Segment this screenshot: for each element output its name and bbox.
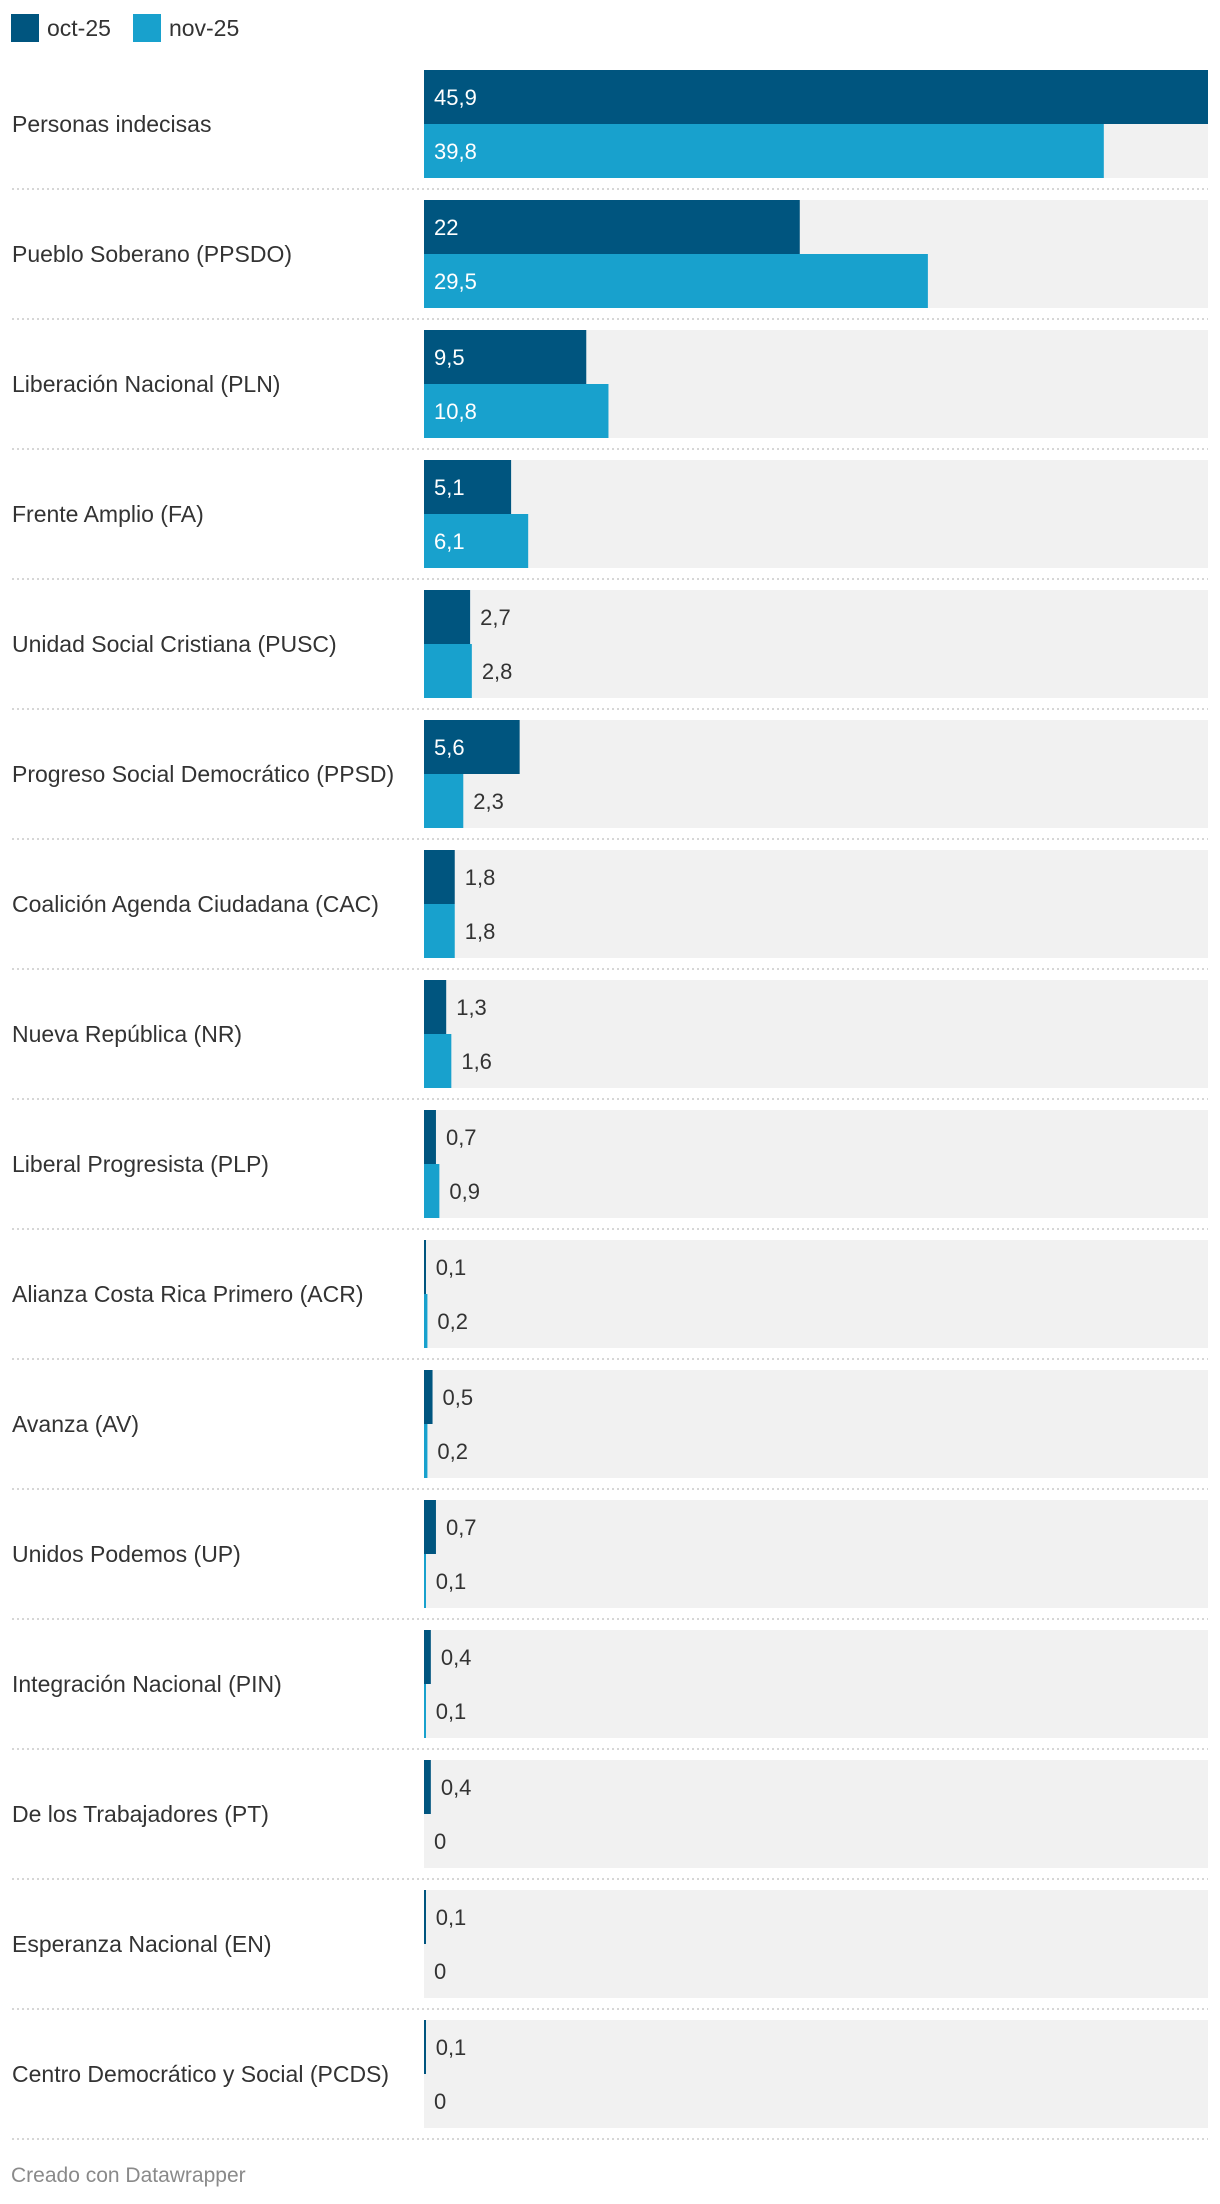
value-label-nov-25-liberacion-nacional-pln: 10,8 <box>434 399 477 424</box>
value-label-oct-25-integracion-nacional-pin: 0,4 <box>441 1645 472 1670</box>
bar-track-frente-amplio-fa <box>424 460 1208 568</box>
bar-oct-25-personas-indecisas <box>424 70 1208 124</box>
value-label-nov-25-frente-amplio-fa: 6,1 <box>434 529 465 554</box>
bar-oct-25-coalicion-agenda-ciudadana-cac <box>424 850 455 904</box>
category-label-personas-indecisas: Personas indecisas <box>12 111 211 137</box>
category-label-frente-amplio-fa: Frente Amplio (FA) <box>12 501 204 527</box>
bar-track-nueva-republica-nr <box>424 980 1208 1088</box>
bar-oct-25-integracion-nacional-pin <box>424 1630 431 1684</box>
value-label-nov-25-alianza-costa-rica-primero-acr: 0,2 <box>437 1309 468 1334</box>
category-label-unidad-social-cristiana-pusc: Unidad Social Cristiana (PUSC) <box>12 631 337 657</box>
value-label-nov-25-unidos-podemos-up: 0,1 <box>436 1569 467 1594</box>
bar-oct-25-esperanza-nacional-en <box>424 1890 426 1944</box>
footer-credit: Creado con Datawrapper <box>11 2164 246 2187</box>
bar-track-liberal-progresista-plp <box>424 1110 1208 1218</box>
value-label-oct-25-de-los-trabajadores-pt: 0,4 <box>441 1775 472 1800</box>
bar-nov-25-frente-amplio-fa <box>424 514 529 568</box>
legend-label-oct-25: oct-25 <box>47 14 111 41</box>
bar-track-alianza-costa-rica-primero-acr <box>424 1240 1208 1348</box>
category-label-coalicion-agenda-ciudadana-cac: Coalición Agenda Ciudadana (CAC) <box>12 891 379 917</box>
value-label-oct-25-liberal-progresista-plp: 0,7 <box>446 1125 477 1150</box>
bar-oct-25-centro-democratico-y-social-pcds <box>424 2020 426 2074</box>
bar-track-avanza-av <box>424 1370 1208 1478</box>
category-label-liberacion-nacional-pln: Liberación Nacional (PLN) <box>12 371 280 397</box>
bar-oct-25-de-los-trabajadores-pt <box>424 1760 431 1814</box>
bar-track-integracion-nacional-pin <box>424 1630 1208 1738</box>
value-label-oct-25-centro-democratico-y-social-pcds: 0,1 <box>436 2035 467 2060</box>
bar-oct-25-progreso-social-democratico-ppsd <box>424 720 520 774</box>
value-label-nov-25-personas-indecisas: 39,8 <box>434 139 477 164</box>
category-label-nueva-republica-nr: Nueva República (NR) <box>12 1021 242 1047</box>
value-label-nov-25-coalicion-agenda-ciudadana-cac: 1,8 <box>465 919 496 944</box>
bar-track-unidad-social-cristiana-pusc <box>424 590 1208 698</box>
bar-nov-25-nueva-republica-nr <box>424 1034 452 1088</box>
bar-track-centro-democratico-y-social-pcds <box>424 2020 1208 2128</box>
bar-chart: Personas indecisas 45,9 39,8 Pueblo Soberan… <box>12 70 1208 2140</box>
value-label-oct-25-avanza-av: 0,5 <box>443 1385 474 1410</box>
bar-nov-25-unidad-social-cristiana-pusc <box>424 644 472 698</box>
bar-nov-25-unidos-podemos-up <box>424 1554 426 1608</box>
legend-label-nov-25: nov-25 <box>168 14 240 41</box>
value-label-oct-25-nueva-republica-nr: 1,3 <box>456 995 487 1020</box>
bar-track-unidos-podemos-up <box>424 1500 1208 1608</box>
value-label-nov-25-pueblo-soberano-ppsdo: 29,5 <box>434 269 477 294</box>
bar-track-progreso-social-democratico-ppsd <box>424 720 1208 828</box>
category-label-esperanza-nacional-en: Esperanza Nacional (EN) <box>12 1931 272 1957</box>
category-label-integracion-nacional-pin: Integración Nacional (PIN) <box>12 1671 282 1697</box>
value-label-oct-25-pueblo-soberano-ppsdo: 22 <box>434 215 458 240</box>
category-label-pueblo-soberano-ppsdo: Pueblo Soberano (PPSDO) <box>12 241 292 267</box>
legend-swatch-oct-25 <box>11 14 39 42</box>
bar-oct-25-liberacion-nacional-pln <box>424 330 587 384</box>
legend-item-oct-25: oct-25 <box>11 14 111 42</box>
bar-nov-25-personas-indecisas <box>424 124 1104 178</box>
value-label-nov-25-centro-democratico-y-social-pcds: 0 <box>434 2089 446 2114</box>
category-label-alianza-costa-rica-primero-acr: Alianza Costa Rica Primero (ACR) <box>12 1281 363 1307</box>
chart-legend: oct-25 nov-25 <box>11 13 239 43</box>
bar-nov-25-integracion-nacional-pin <box>424 1684 426 1738</box>
category-label-avanza-av: Avanza (AV) <box>12 1411 139 1437</box>
bar-oct-25-avanza-av <box>424 1370 433 1424</box>
value-label-nov-25-de-los-trabajadores-pt: 0 <box>434 1829 446 1854</box>
bar-track-de-los-trabajadores-pt <box>424 1760 1208 1868</box>
value-label-oct-25-unidos-podemos-up: 0,7 <box>446 1515 477 1540</box>
category-label-de-los-trabajadores-pt: De los Trabajadores (PT) <box>12 1801 269 1827</box>
value-label-oct-25-coalicion-agenda-ciudadana-cac: 1,8 <box>465 865 496 890</box>
value-label-nov-25-nueva-republica-nr: 1,6 <box>461 1049 492 1074</box>
bar-nov-25-avanza-av <box>424 1424 428 1478</box>
bar-oct-25-unidos-podemos-up <box>424 1500 436 1554</box>
category-label-unidos-podemos-up: Unidos Podemos (UP) <box>12 1541 241 1567</box>
bar-oct-25-alianza-costa-rica-primero-acr <box>424 1240 426 1294</box>
category-label-centro-democratico-y-social-pcds: Centro Democrático y Social (PCDS) <box>12 2061 389 2087</box>
value-label-oct-25-alianza-costa-rica-primero-acr: 0,1 <box>436 1255 467 1280</box>
value-label-oct-25-unidad-social-cristiana-pusc: 2,7 <box>480 605 511 630</box>
bar-nov-25-liberacion-nacional-pln <box>424 384 609 438</box>
value-label-nov-25-unidad-social-cristiana-pusc: 2,8 <box>482 659 513 684</box>
bar-oct-25-liberal-progresista-plp <box>424 1110 436 1164</box>
bar-track-coalicion-agenda-ciudadana-cac <box>424 850 1208 958</box>
category-label-liberal-progresista-plp: Liberal Progresista (PLP) <box>12 1151 269 1177</box>
legend-swatch-nov-25 <box>132 14 161 42</box>
bar-oct-25-frente-amplio-fa <box>424 460 512 514</box>
legend-item-nov-25: nov-25 <box>132 14 240 42</box>
bar-nov-25-coalicion-agenda-ciudadana-cac <box>424 904 455 958</box>
bar-oct-25-pueblo-soberano-ppsdo <box>424 200 800 254</box>
bar-oct-25-unidad-social-cristiana-pusc <box>424 590 471 644</box>
category-label-progreso-social-democratico-ppsd: Progreso Social Democrático (PPSD) <box>12 761 394 787</box>
bar-track-esperanza-nacional-en <box>424 1890 1208 1998</box>
value-label-oct-25-progreso-social-democratico-ppsd: 5,6 <box>434 735 465 760</box>
bar-nov-25-pueblo-soberano-ppsdo <box>424 254 928 308</box>
value-label-nov-25-liberal-progresista-plp: 0,9 <box>449 1179 480 1204</box>
bar-nov-25-progreso-social-democratico-ppsd <box>424 774 464 828</box>
value-label-oct-25-liberacion-nacional-pln: 9,5 <box>434 345 465 370</box>
bar-nov-25-alianza-costa-rica-primero-acr <box>424 1294 428 1348</box>
value-label-nov-25-esperanza-nacional-en: 0 <box>434 1959 446 1984</box>
value-label-oct-25-frente-amplio-fa: 5,1 <box>434 475 465 500</box>
bar-oct-25-nueva-republica-nr <box>424 980 447 1034</box>
value-label-oct-25-esperanza-nacional-en: 0,1 <box>436 1905 467 1930</box>
value-label-nov-25-avanza-av: 0,2 <box>437 1439 468 1464</box>
bar-nov-25-liberal-progresista-plp <box>424 1164 440 1218</box>
value-label-nov-25-progreso-social-democratico-ppsd: 2,3 <box>473 789 504 814</box>
value-label-nov-25-integracion-nacional-pin: 0,1 <box>436 1699 467 1724</box>
value-label-oct-25-personas-indecisas: 45,9 <box>434 85 477 110</box>
